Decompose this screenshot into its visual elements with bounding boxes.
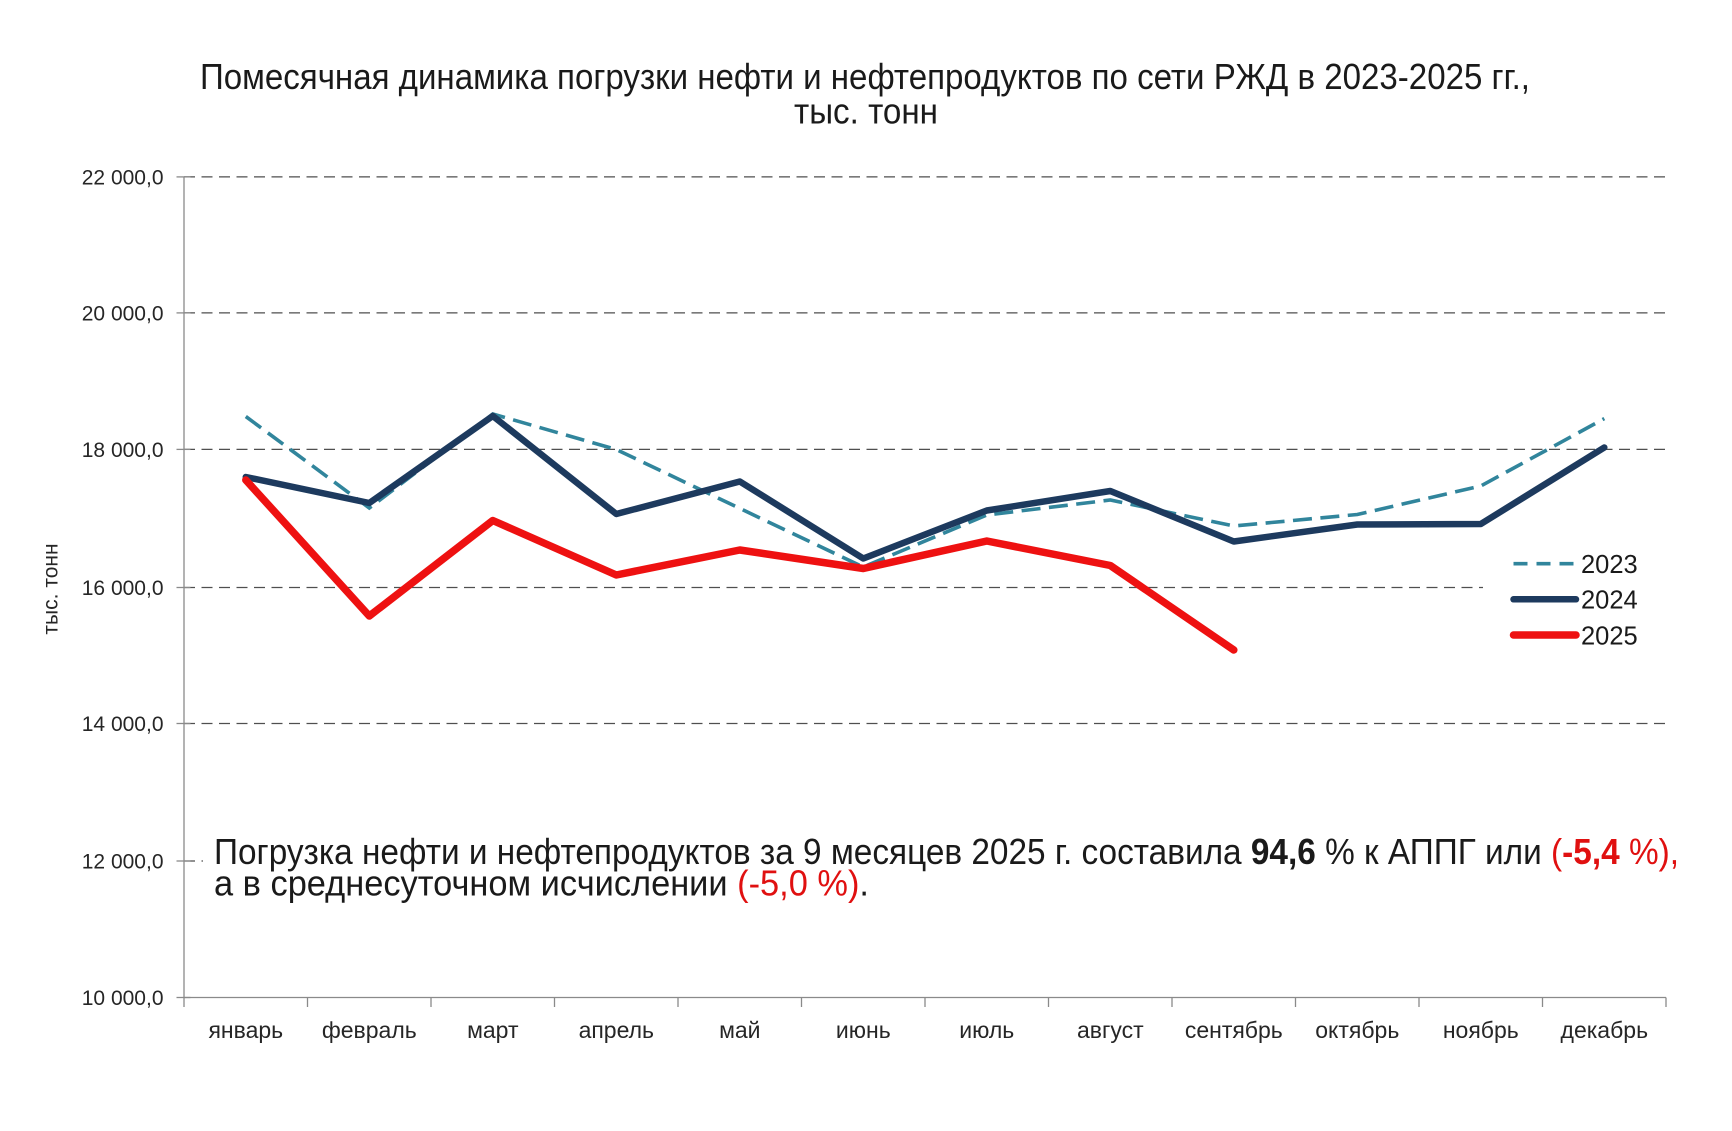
svg-text:март: март: [467, 1017, 519, 1043]
svg-text:тыс. тонн: тыс. тонн: [794, 91, 938, 132]
svg-text:май: май: [719, 1017, 760, 1043]
svg-text:апрель: апрель: [579, 1017, 654, 1043]
svg-text:Погрузка нефти и нефтепродукто: Погрузка нефти и нефтепродуктов за 9 мес…: [214, 831, 1679, 872]
svg-text:22 000,0: 22 000,0: [82, 166, 164, 189]
svg-text:август: август: [1077, 1017, 1144, 1043]
svg-text:июнь: июнь: [836, 1017, 891, 1043]
svg-text:2023: 2023: [1581, 551, 1638, 579]
svg-text:14 000,0: 14 000,0: [82, 713, 164, 736]
svg-text:сентябрь: сентябрь: [1185, 1017, 1283, 1043]
svg-text:июль: июль: [959, 1017, 1014, 1043]
svg-text:2024: 2024: [1581, 587, 1638, 615]
svg-text:февраль: февраль: [322, 1017, 417, 1043]
svg-text:2025: 2025: [1581, 622, 1638, 650]
svg-text:январь: январь: [208, 1017, 283, 1043]
svg-text:а в среднесуточном исчислении: а в среднесуточном исчислении (-5,0 %).: [214, 863, 869, 904]
svg-text:тыс. тонн: тыс. тонн: [40, 543, 63, 634]
svg-text:18 000,0: 18 000,0: [82, 439, 164, 462]
svg-text:20 000,0: 20 000,0: [82, 302, 164, 325]
svg-text:декабрь: декабрь: [1561, 1017, 1649, 1043]
svg-text:16 000,0: 16 000,0: [82, 577, 164, 600]
svg-text:октябрь: октябрь: [1315, 1017, 1399, 1043]
svg-text:Помесячная динамика погрузки: Помесячная динамика погрузки нефти и неф…: [200, 56, 1530, 97]
svg-text:12 000,0: 12 000,0: [82, 851, 164, 874]
svg-text:10 000,0: 10 000,0: [82, 987, 164, 1010]
svg-text:ноябрь: ноябрь: [1443, 1017, 1519, 1043]
